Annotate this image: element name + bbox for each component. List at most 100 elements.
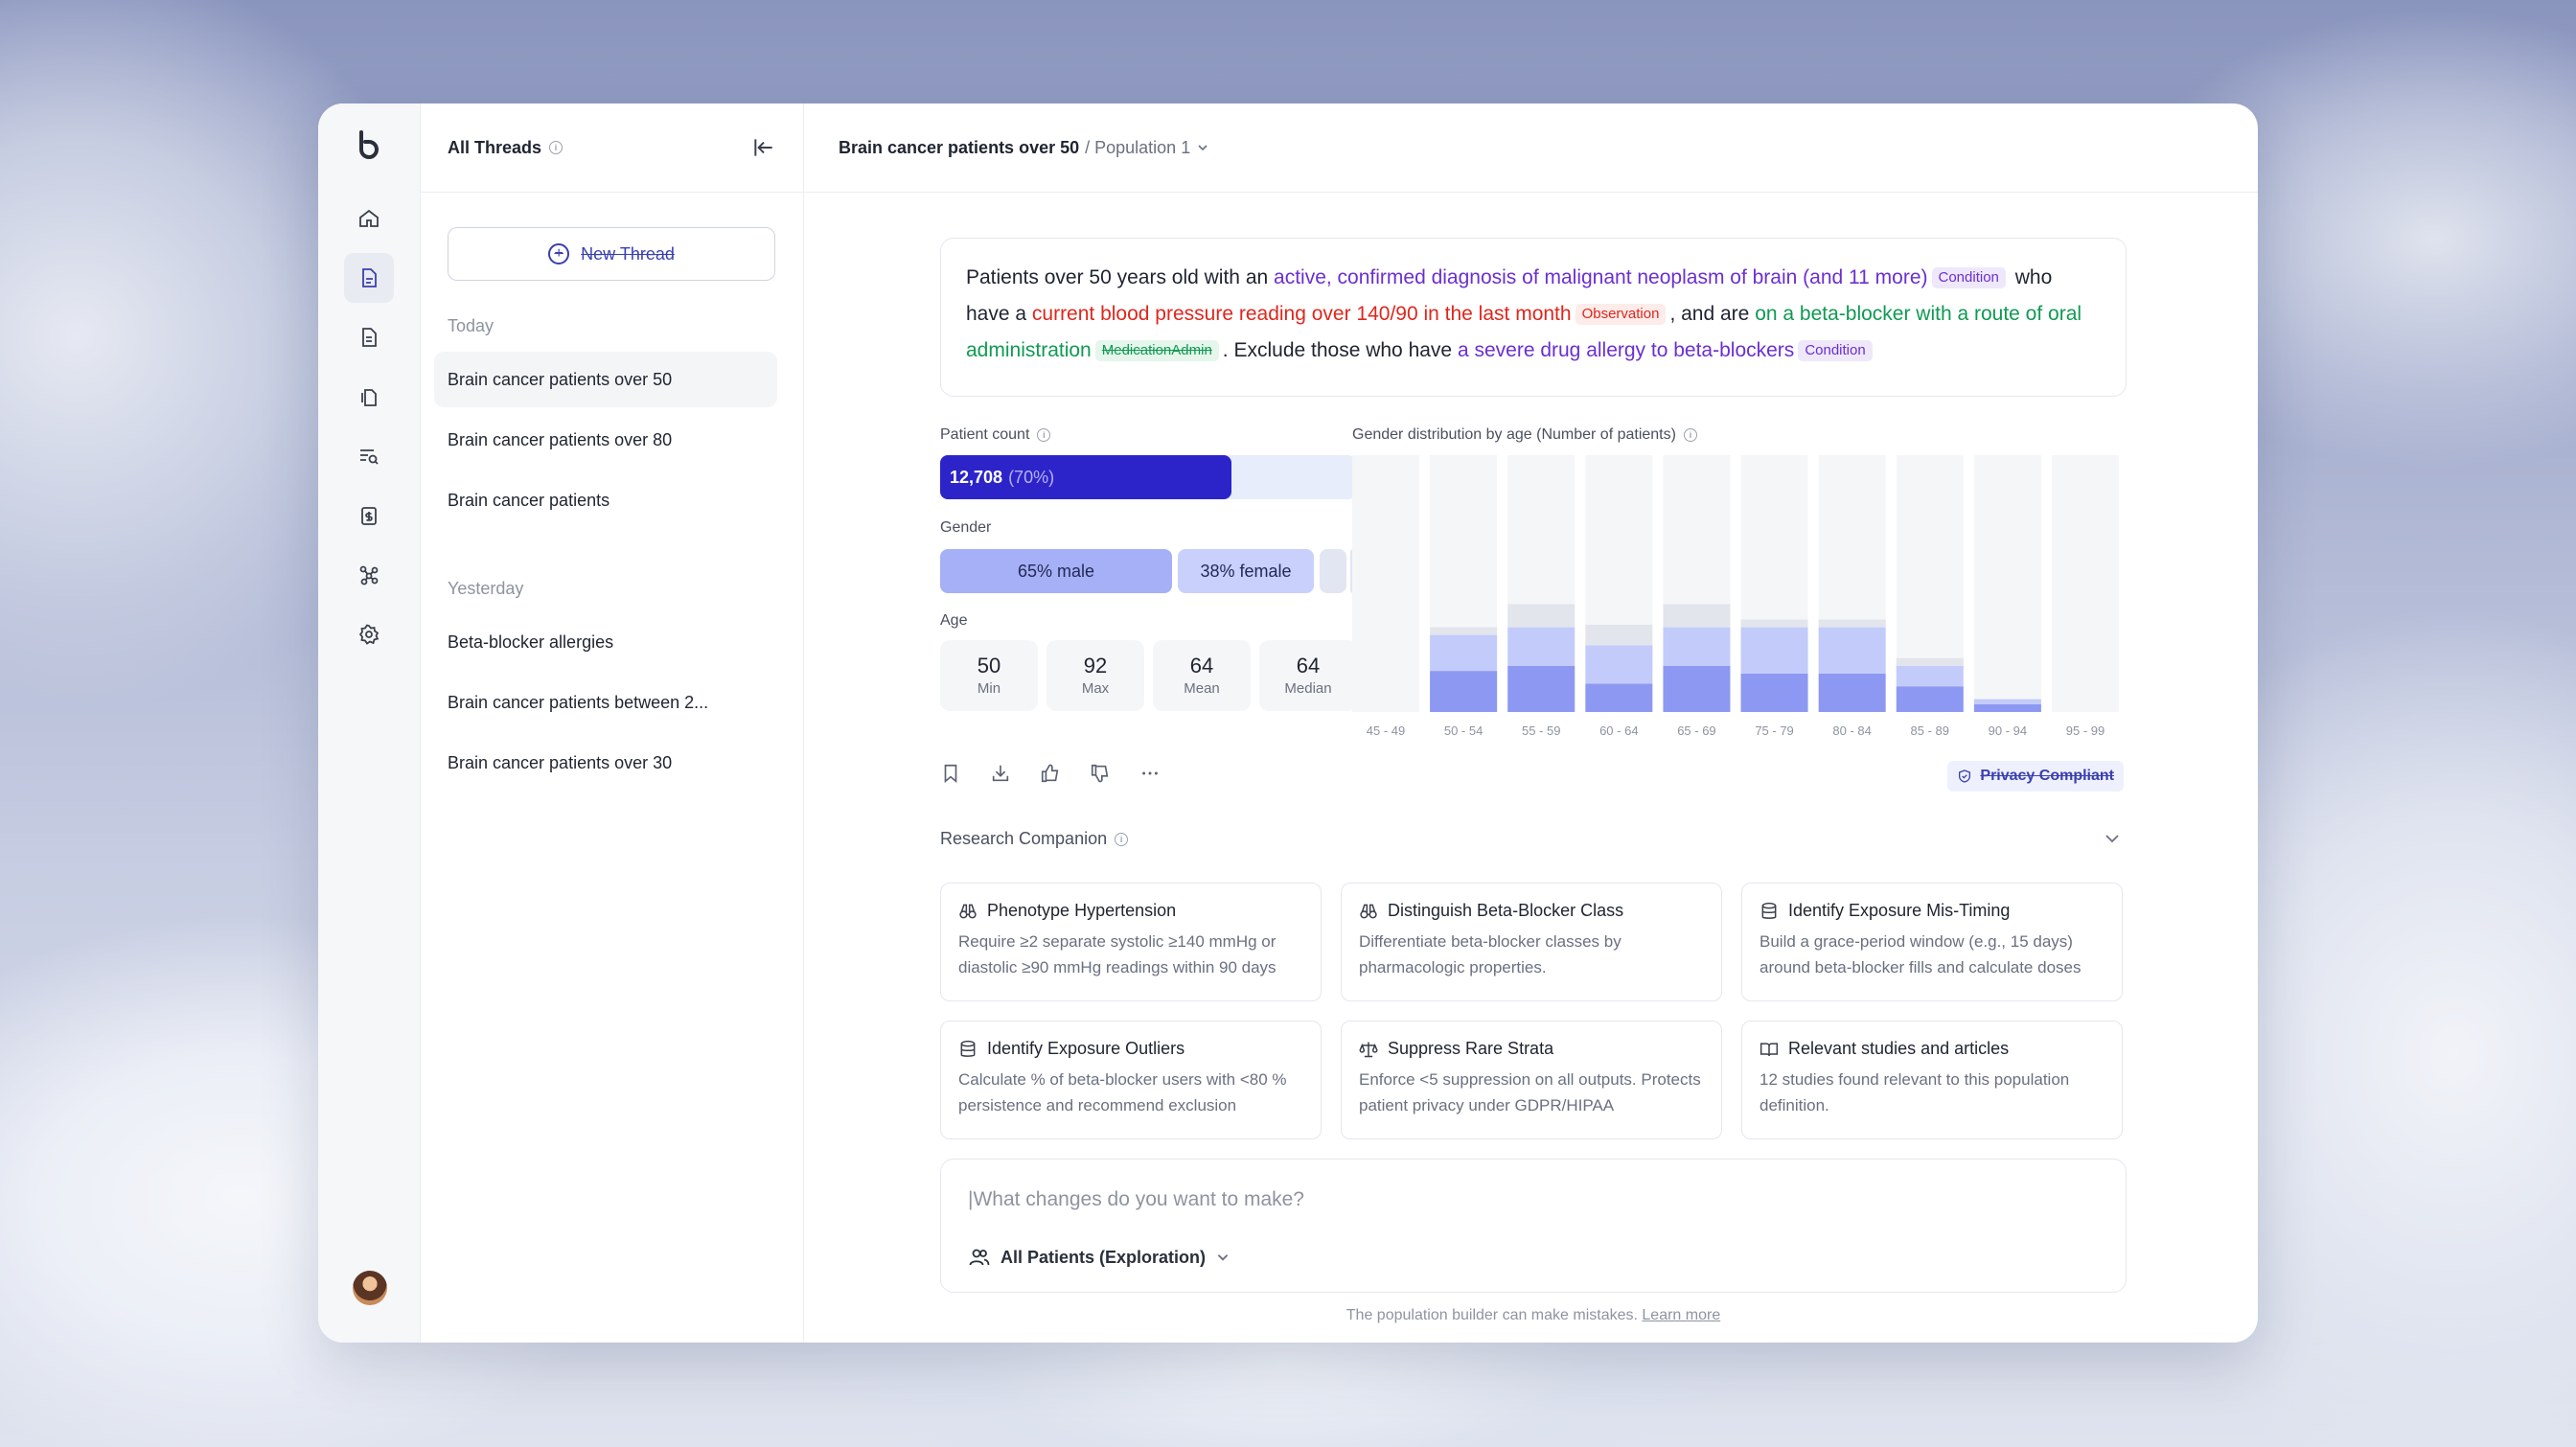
bar-segment[interactable] [1896,657,1964,666]
female-pill[interactable]: 38% female [1178,549,1314,593]
new-thread-button[interactable]: + New Thread [448,227,775,281]
x-tick-label: 60 - 64 [1599,724,1638,738]
more-icon[interactable] [1139,763,1161,784]
collapse-panel-icon[interactable] [751,135,776,160]
chart-title: Gender distribution by age (Number of pa… [1352,426,1697,444]
bar-background [1973,455,2041,712]
research-card[interactable]: Identify Exposure Outliers Calculate % o… [940,1021,1322,1139]
home-icon[interactable] [344,194,394,243]
thumbs-up-icon[interactable] [1040,763,1061,784]
bar-segment[interactable] [1818,619,1886,628]
research-card[interactable]: Identify Exposure Mis-Timing Build a gra… [1741,883,2123,1001]
bar-segment[interactable] [1818,627,1886,674]
bar-segment[interactable] [1896,665,1964,687]
download-icon[interactable] [990,763,1011,784]
binoculars-icon [1360,904,1377,918]
bar-segment[interactable] [1740,619,1808,628]
bar-segment[interactable] [1585,683,1653,712]
database-icon [960,1040,976,1057]
bar-segment[interactable] [1507,627,1576,666]
bar-segment[interactable] [1896,686,1964,712]
bookmark-icon[interactable] [940,763,961,784]
new-thread-label: New Thread [581,243,675,264]
bar-segment[interactable] [1585,624,1653,646]
query-text: who have a [966,266,2053,325]
disclaimer: The population builder can make mistakes… [1346,1307,1721,1323]
info-icon[interactable]: i [1115,832,1129,846]
chevron-down-icon [1217,1254,1229,1261]
thread-item[interactable]: Brain cancer patients over 30 [448,752,673,772]
age-min: 50 Min [940,640,1038,711]
bar-segment[interactable] [1663,665,1731,712]
population-icon[interactable] [344,253,394,303]
population-label: / Population 1 [1085,137,1191,157]
plus-circle-icon: + [548,243,570,264]
research-card[interactable]: Phenotype Hypertension Require ≥2 separa… [940,883,1322,1001]
info-icon[interactable]: i [549,141,564,154]
bar-segment[interactable] [1663,627,1731,666]
shield-icon [1959,769,1971,783]
bar-segment[interactable] [1585,645,1653,684]
users-icon [969,1249,990,1266]
bar-segment[interactable] [1507,665,1576,712]
age-max: 92 Max [1046,640,1144,711]
criterion-exclusion[interactable]: a severe drug allergy to beta-blockers [1457,339,1795,361]
x-tick-label: 55 - 59 [1522,724,1560,738]
age-median: 64 Median [1259,640,1357,711]
settings-icon[interactable] [344,609,394,659]
criterion-condition[interactable]: active, confirmed diagnosis of malignant… [1274,266,1928,288]
bar-segment[interactable] [1430,634,1498,672]
other-gender-pill[interactable] [1320,549,1346,593]
user-avatar[interactable] [353,1271,387,1305]
learn-more-link[interactable]: Learn more [1642,1307,1721,1323]
condition-tag: Condition [1931,267,2006,288]
thread-item[interactable]: Brain cancer patients over 80 [448,429,673,449]
budget-icon[interactable] [344,491,394,540]
research-card[interactable]: Distinguish Beta-Blocker Class Different… [1341,883,1722,1001]
privacy-compliant-badge[interactable]: Privacy Compliant [1947,761,2124,792]
files-icon[interactable] [344,372,394,422]
bar-segment[interactable] [1973,703,2041,712]
info-icon[interactable]: i [1683,428,1697,442]
chevron-down-icon[interactable] [2103,829,2122,848]
threads-panel: All Threads i + New Thread Today Brain c… [421,103,804,1343]
section-label-yesterday: Yesterday [448,579,524,598]
info-icon[interactable]: i [1037,428,1051,442]
criterion-observation[interactable]: current blood pressure reading over 140/… [1031,303,1572,325]
age-mean: 64 Mean [1153,640,1251,711]
research-card[interactable]: Suppress Rare Strata Enforce <5 suppress… [1341,1021,1722,1139]
document-icon[interactable] [344,312,394,362]
threads-header: All Threads i [421,103,803,193]
thread-item[interactable]: Brain cancer patients over 50 [434,352,777,407]
bar-segment[interactable] [1818,673,1886,712]
scope-selector[interactable]: All Patients (Exploration) [968,1246,1230,1269]
thread-item[interactable]: Brain cancer patients between 2... [448,692,709,712]
bar-segment[interactable] [1430,627,1498,635]
thread-item[interactable]: Beta-blocker allergies [448,632,614,652]
network-icon[interactable] [344,550,394,600]
research-companion-header: Research Companion i [940,829,1129,849]
search-list-icon[interactable] [344,431,394,481]
bar-segment[interactable] [1663,604,1731,628]
bar-segment[interactable] [1507,604,1576,628]
app-logo-icon[interactable] [353,128,385,161]
bar-segment[interactable] [1973,699,2041,704]
bar-segment[interactable] [1430,671,1498,712]
prompt-box: All Patients (Exploration) [940,1159,2127,1293]
thread-item[interactable]: Brain cancer patients [448,490,610,510]
male-pill[interactable]: 65% male [940,549,1172,593]
bar-segment[interactable] [1740,627,1808,674]
thumbs-down-icon[interactable] [1090,763,1111,784]
query-text: Patients over 50 years old with an [966,266,1275,288]
research-card[interactable]: Relevant studies and articles 12 studies… [1741,1021,2123,1139]
section-label-today: Today [448,316,494,335]
population-selector[interactable]: / Population 1 [1085,138,1209,158]
criterion-medication[interactable]: on a beta-blocker with a route of oral a… [966,303,2082,361]
threads-title: All Threads [448,137,542,157]
population-query[interactable]: Patients over 50 years old with an activ… [940,238,2127,397]
prompt-input[interactable] [968,1188,2022,1211]
x-tick-label: 80 - 84 [1832,724,1871,738]
bar-segment[interactable] [1740,673,1808,712]
app-window: All Threads i + New Thread Today Brain c… [318,103,2258,1343]
x-tick-label: 50 - 54 [1444,724,1483,738]
